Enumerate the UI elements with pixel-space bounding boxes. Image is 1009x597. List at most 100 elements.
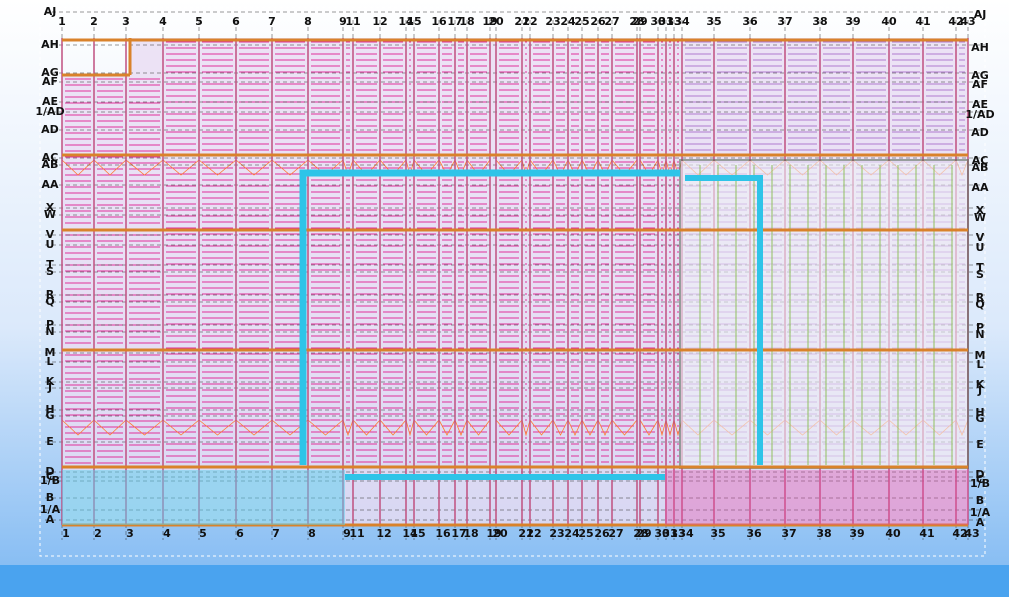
purlins: [356, 41, 377, 463]
column-label: 42: [952, 527, 967, 540]
row-label: S: [976, 268, 984, 281]
purlins: [643, 41, 655, 463]
column-label: 34: [674, 15, 690, 28]
row-label: AG: [41, 66, 59, 79]
row-label: AD: [41, 123, 59, 136]
row-label: K: [976, 378, 985, 391]
row-label: B: [976, 494, 984, 507]
column-label: 27: [604, 15, 619, 28]
column-label: 17: [447, 15, 462, 28]
column-label: 19: [482, 15, 497, 28]
column-label: 22: [526, 527, 541, 540]
bracing: [93, 159, 127, 436]
row-label: AA: [41, 178, 59, 191]
column-label: 29: [632, 15, 647, 28]
row-label: A: [976, 516, 985, 529]
column-label: 42: [948, 15, 963, 28]
column-label: 7: [268, 15, 276, 28]
column-label: 14: [398, 15, 414, 28]
column-label: 33: [670, 527, 685, 540]
column-label: 11: [345, 15, 360, 28]
row-label: C: [46, 470, 54, 483]
row-label: L: [976, 358, 983, 371]
row-label: R: [976, 291, 985, 304]
column-label: 23: [549, 527, 564, 540]
row-label: AC: [42, 151, 59, 164]
row-label: K: [46, 375, 55, 388]
purlins: [677, 41, 679, 463]
row-label: AG: [971, 69, 989, 82]
row-label: B: [46, 491, 54, 504]
column-label: 20: [488, 15, 504, 28]
view-frame: [39, 7, 986, 557]
column-label: 18: [463, 527, 478, 540]
row-label: W: [974, 211, 986, 224]
row-label: E: [976, 438, 984, 451]
column-label: 5: [195, 15, 203, 28]
row-label: 1/AD: [35, 105, 64, 118]
row-label: AJ: [44, 5, 57, 18]
column-label: 1: [62, 527, 70, 540]
purlins: [409, 41, 411, 463]
column-label: 31: [658, 15, 673, 28]
column-label: 19: [486, 527, 501, 540]
purlins: [601, 41, 609, 463]
row-label: N: [45, 325, 54, 338]
row-label: J: [47, 381, 52, 394]
purlins: [311, 41, 340, 463]
row-label: U: [46, 238, 55, 251]
purlins: [533, 41, 550, 463]
purlins: [669, 41, 671, 463]
row-label: AH: [971, 41, 989, 54]
row-label: M: [975, 349, 986, 362]
column-label: 3: [126, 527, 134, 540]
column-label: 25: [578, 527, 593, 540]
column-label: 1: [58, 15, 66, 28]
purlins: [65, 78, 91, 464]
column-label: 2: [94, 527, 102, 540]
bottom-bay: [62, 470, 345, 525]
right-block: [679, 159, 969, 469]
column-label: 8: [308, 527, 316, 540]
column-label: 24: [560, 15, 576, 28]
column-label: 41: [915, 15, 930, 28]
row-label: 1/A: [40, 503, 61, 516]
column-label: 18: [459, 15, 474, 28]
purlins: [383, 41, 403, 463]
row-label: T: [46, 258, 54, 271]
row-label: AH: [41, 38, 59, 51]
row-label: P: [976, 321, 984, 334]
truss: [299, 169, 680, 465]
row-label: H: [975, 406, 984, 419]
row-label: AE: [972, 98, 988, 111]
column-label: 30: [650, 15, 666, 28]
row-label: U: [976, 241, 985, 254]
purlins: [615, 41, 634, 463]
row-label: V: [976, 231, 985, 244]
row-label: Q: [45, 295, 54, 308]
column-label: 25: [574, 15, 589, 28]
column-label: 33: [666, 15, 681, 28]
row-label: X: [976, 204, 985, 217]
purlins: [202, 41, 233, 463]
row-label: R: [46, 288, 55, 301]
column-label: 8: [304, 15, 312, 28]
row-label: 1/B: [40, 474, 60, 487]
column-label: 39: [849, 527, 864, 540]
purlins: [417, 41, 436, 463]
column-label: 28: [633, 527, 648, 540]
column-label: 36: [746, 527, 762, 540]
purlins: [275, 41, 305, 463]
purlins: [239, 41, 269, 463]
column-label: 43: [964, 527, 979, 540]
row-label: M: [45, 346, 56, 359]
column-label: 4: [159, 15, 167, 28]
column-label: 28: [629, 15, 644, 28]
row-label: W: [44, 208, 56, 221]
row-label: V: [46, 228, 55, 241]
row-label: AE: [42, 95, 58, 108]
column-label: 31: [662, 527, 677, 540]
row-label: J: [977, 384, 982, 397]
